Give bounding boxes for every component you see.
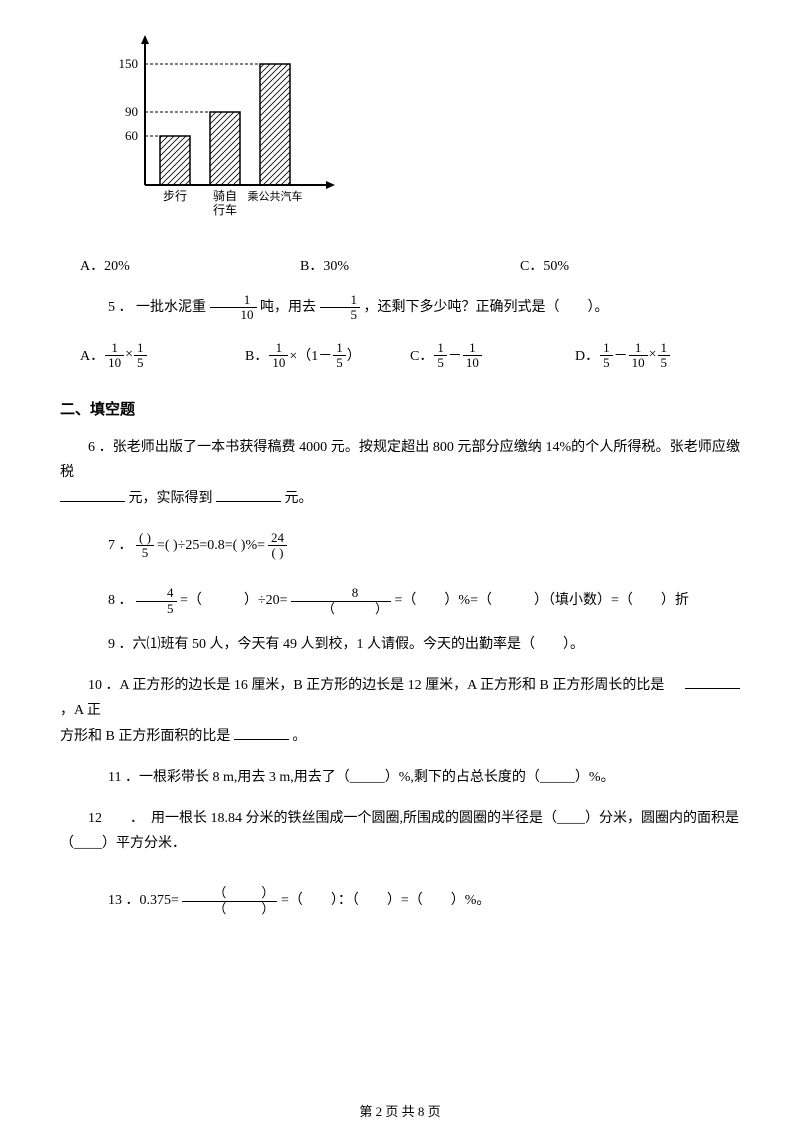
svg-text:150: 150 [119, 56, 139, 71]
page-footer: 第 2 页 共 8 页 [0, 1101, 800, 1120]
q5-num: 5 ． [108, 300, 133, 315]
chart-svg: 60 90 150 步行 骑自 行车 乘公共汽车 [100, 30, 340, 230]
q6-text1: 6 ．张老师出版了一本书获得稿费 4000 元。按规定超出 800 元部分应缴纳… [60, 435, 740, 485]
frac: 15 [320, 293, 361, 323]
q6: 6 ．张老师出版了一本书获得稿费 4000 元。按规定超出 800 元部分应缴纳… [60, 435, 740, 511]
q10-text1: 10 ．A 正方形的边长是 16 厘米，B 正方形的边长是 12 厘米，A 正方… [60, 673, 664, 698]
q6-text2: 元，实际得到 [129, 491, 213, 506]
q12-text1: 12 ． 用一根长 18.84 分米的铁丝围成一个圆圈,所围成的圆圈的半径是（_… [60, 806, 739, 831]
q4-options: A．20% B．30% C．50% [60, 255, 740, 275]
q11: 11 ．一根彩带长 8 m,用去 3 m,用去了（_____）%,剩下的占总长度… [60, 765, 740, 790]
svg-text:行车: 行车 [213, 202, 237, 217]
q13: 13 ．0.375= （） （） =（ ）：（ ）=（ ）%。 [60, 886, 740, 916]
q5-mid: 吨，用去 [260, 300, 316, 315]
blank [216, 488, 281, 502]
option-a: A．20% [80, 255, 300, 275]
option-d: D． 15 － 110 × 15 [575, 341, 740, 371]
q7: 7 ． ( )5 =( )÷25=0.8=( )%= 24( ) [80, 531, 740, 561]
q10: 10 ．A 正方形的边长是 16 厘米，B 正方形的边长是 12 厘米，A 正方… [60, 673, 740, 749]
q9: 9 ．六⑴班有 50 人，今天有 49 人到校，1 人请假。今天的出勤率是（ ）… [60, 632, 740, 657]
q6-text3: 元。 [285, 491, 313, 506]
option-a: A． 110 × 15 [80, 341, 245, 371]
option-b: B． 110 ×（1－ 15 ） [245, 341, 410, 371]
blank [234, 726, 289, 740]
option-b: B．30% [300, 255, 520, 275]
q5-options: A． 110 × 15 B． 110 ×（1－ 15 ） C． 15 － 110… [60, 341, 740, 371]
q10-text3: 方形和 B 正方形面积的比是 [60, 729, 230, 744]
svg-text:90: 90 [125, 104, 138, 119]
q5-prefix: 一批水泥重 [136, 300, 206, 315]
svg-text:步行: 步行 [163, 189, 187, 203]
svg-text:骑自: 骑自 [213, 189, 237, 203]
frac: 110 [210, 293, 257, 323]
q10-text4: 。 [292, 729, 306, 744]
q10-text2: ，A 正 [60, 703, 101, 718]
blank [685, 675, 740, 689]
svg-text:60: 60 [125, 128, 138, 143]
section-title: 二、填空题 [60, 398, 740, 419]
option-c: C． 15 － 110 [410, 341, 575, 371]
q12: 12 ． 用一根长 18.84 分米的铁丝围成一个圆圈,所围成的圆圈的半径是（_… [60, 806, 740, 856]
q5: 5 ． 一批水泥重 110 吨，用去 15 ，还剩下多少吨？正确列式是（ ）。 [60, 293, 740, 323]
q12-text2: （____）平方分米． [60, 836, 186, 851]
q8-num: 8 ． [108, 593, 133, 608]
svg-text:乘公共汽车: 乘公共汽车 [248, 189, 303, 203]
option-c: C．50% [520, 255, 740, 275]
q13-num: 13 ．0.375= [108, 893, 179, 908]
bar-chart: 60 90 150 步行 骑自 行车 乘公共汽车 [100, 30, 740, 235]
q7-num: 7 ． [108, 538, 133, 553]
q8: 8 ． 45 =（ ）÷20= 8 （） =（ ）%=（ ）（填小数）=（ ）折 [60, 586, 740, 616]
q5-suffix: ，还剩下多少吨？正确列式是（ ）。 [364, 300, 609, 315]
blank [60, 488, 125, 502]
